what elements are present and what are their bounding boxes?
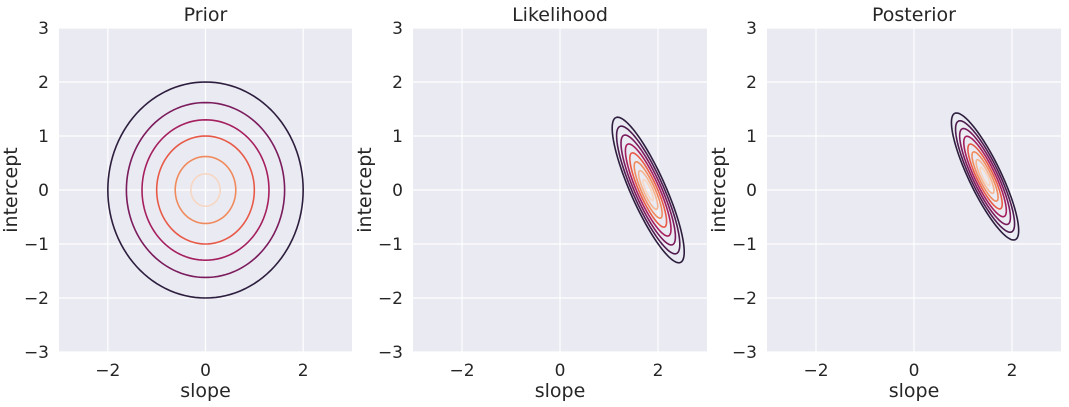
contour-line (971, 151, 999, 202)
subplot-posterior: −2 0 2 −3 −2 −1 0 1 2 3 Posterior slope intercept (708, 4, 1061, 402)
y-tick-label: −3 (378, 343, 403, 363)
x-tick-label: −2 (449, 361, 474, 381)
contour-line (611, 116, 686, 264)
x-axis-label: slope (535, 380, 586, 402)
contour-set (107, 81, 304, 299)
contour-line (174, 155, 237, 225)
y-axis-label: intercept (708, 147, 730, 233)
y-tick-label: −1 (732, 235, 757, 255)
x-tick-label: 0 (200, 361, 211, 381)
contour-line (107, 81, 304, 299)
x-tick-label: 2 (1007, 361, 1018, 381)
subplot-title: Likelihood (512, 4, 608, 26)
y-tick-label: −2 (378, 289, 403, 309)
contour-set (611, 116, 686, 264)
contour-line (954, 119, 1016, 234)
subplot-prior: −2 0 2 −3 −2 −1 0 1 2 3 Prior slope intercept (0, 4, 352, 402)
y-axis-label: intercept (0, 147, 22, 233)
y-tick-label: 2 (392, 73, 403, 93)
contour-line (633, 160, 663, 220)
x-axis-label: slope (889, 380, 940, 402)
y-tick-label: 0 (392, 181, 403, 201)
contour-line (629, 152, 668, 228)
contour-line (125, 101, 286, 279)
contour-line (979, 166, 991, 187)
contour-line (967, 143, 1004, 210)
y-tick-label: 1 (38, 127, 49, 147)
contour-line (155, 135, 256, 245)
y-tick-label: −1 (378, 235, 403, 255)
subplot-likelihood: −2 0 2 −3 −2 −1 0 1 2 3 Likelihood slope intercept (354, 4, 707, 402)
contour-line (190, 172, 221, 208)
y-tick-label: −2 (24, 289, 49, 309)
contour-line (962, 135, 1008, 218)
contour-line (950, 112, 1020, 241)
contour-line (958, 127, 1012, 226)
contour-line (620, 134, 677, 246)
y-tick-label: 2 (746, 73, 757, 93)
x-axis-label: slope (180, 380, 231, 402)
contour-line (141, 118, 270, 262)
contour-line (637, 169, 659, 211)
contour-set (950, 112, 1020, 241)
y-tick-label: 0 (746, 181, 757, 201)
subplot-title: Prior (184, 4, 228, 26)
contour-line (615, 125, 681, 255)
x-tick-label: 2 (298, 361, 309, 381)
y-tick-label: 2 (38, 73, 49, 93)
x-tick-label: 2 (653, 361, 664, 381)
contour-line (624, 143, 672, 237)
y-tick-label: 3 (746, 19, 757, 39)
contour-line (975, 158, 995, 195)
y-tick-label: 3 (392, 19, 403, 39)
contour-line (642, 178, 655, 202)
y-tick-label: −3 (24, 343, 49, 363)
y-tick-label: 1 (392, 127, 403, 147)
y-tick-label: −2 (732, 289, 757, 309)
y-tick-label: −3 (732, 343, 757, 363)
y-axis-label: intercept (354, 147, 376, 233)
y-tick-label: 3 (38, 19, 49, 39)
y-tick-label: 0 (38, 181, 49, 201)
x-tick-label: 0 (555, 361, 566, 381)
y-tick-label: −1 (24, 235, 49, 255)
x-tick-label: 0 (909, 361, 920, 381)
x-tick-label: −2 (803, 361, 828, 381)
subplot-title: Posterior (872, 4, 956, 26)
x-tick-label: −2 (95, 361, 120, 381)
y-tick-label: 1 (746, 127, 757, 147)
